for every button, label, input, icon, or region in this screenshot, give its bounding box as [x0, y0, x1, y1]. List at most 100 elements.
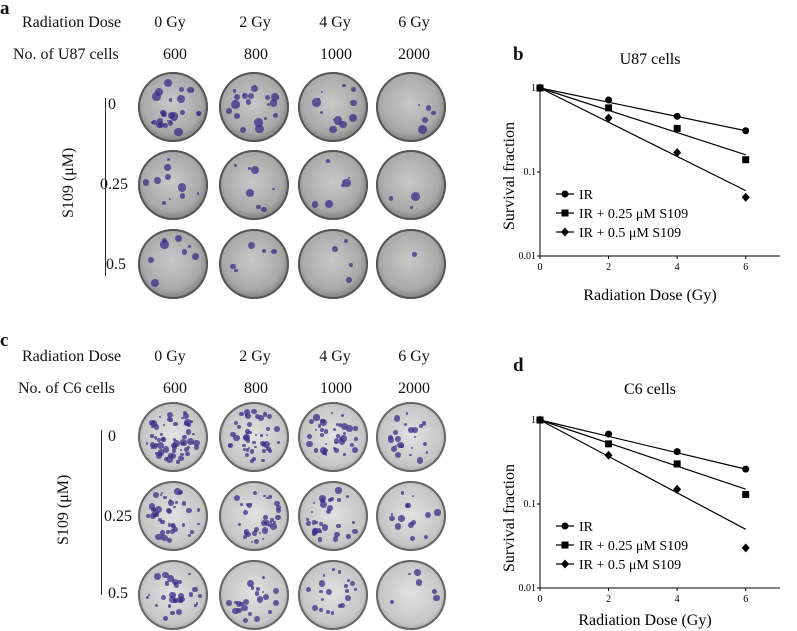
- colony-spot: [183, 410, 188, 416]
- culture-dish: [298, 229, 368, 299]
- colony-spot: [245, 502, 249, 506]
- colony-spot: [234, 112, 241, 119]
- legend-label: IR: [579, 188, 594, 203]
- colony-spot: [170, 528, 176, 534]
- colony-spot: [176, 596, 184, 603]
- colony-spot: [312, 501, 316, 505]
- data-point: [741, 543, 750, 553]
- data-point: [604, 113, 613, 123]
- colony-spot: [174, 488, 181, 495]
- colony-spot: [274, 500, 280, 507]
- colony-spot: [162, 571, 170, 579]
- colony-spot: [313, 448, 319, 453]
- colony-spot: [166, 538, 172, 544]
- colony-spot: [323, 429, 329, 434]
- colony-spot: [250, 458, 255, 464]
- colony-spot: [173, 439, 181, 447]
- x-tick-label: 2: [606, 262, 611, 273]
- colony-spot: [314, 429, 317, 432]
- panel-letter-c: c: [0, 330, 9, 351]
- data-point: [605, 440, 613, 448]
- colony-spot: [339, 436, 344, 441]
- colony-spot: [317, 537, 323, 542]
- colony-spot: [319, 427, 324, 432]
- colony-spot: [317, 97, 320, 100]
- fit-line: [539, 419, 746, 530]
- colony-spot: [252, 491, 257, 495]
- legend-label: IR + 0.5 μM S109: [579, 226, 681, 241]
- colony-spot: [145, 514, 151, 519]
- colony-spot: [159, 519, 165, 525]
- colony-spot: [331, 246, 338, 253]
- colony-spot: [241, 92, 248, 99]
- colony-spot: [154, 87, 163, 96]
- colony-spot: [248, 430, 253, 435]
- colony-spot: [433, 594, 440, 601]
- colony-spot: [180, 416, 184, 420]
- colony-spot: [147, 593, 151, 597]
- cell-count-header: No. of U87 cells: [13, 46, 119, 63]
- colony-spot: [249, 502, 252, 505]
- colony-spot: [157, 437, 162, 442]
- colony-spot: [342, 178, 351, 187]
- colony-spot: [268, 524, 271, 528]
- colony-spot: [170, 611, 175, 616]
- colony-spot: [337, 422, 342, 427]
- colony-spot: [423, 535, 428, 540]
- colony-spot: [195, 110, 201, 116]
- colony-spot: [197, 522, 200, 526]
- colony-spot: [263, 117, 267, 121]
- colony-spot: [349, 442, 355, 448]
- colony-spot: [276, 507, 281, 513]
- colony-spot: [318, 580, 326, 587]
- colony-spot: [234, 268, 238, 273]
- colony-spot: [173, 127, 183, 137]
- colony-spot: [413, 435, 416, 438]
- colony-spot: [350, 99, 357, 107]
- x-axis-label: Radiation Dose (Gy): [578, 612, 711, 629]
- culture-dish: [138, 402, 208, 472]
- fit-line: [539, 87, 746, 192]
- colony-spot: [173, 526, 179, 532]
- colony-spot: [163, 123, 169, 128]
- culture-dish: [219, 402, 289, 472]
- cell-count-label: 800: [244, 46, 268, 63]
- colony-spot: [250, 586, 255, 591]
- data-point: [673, 148, 682, 158]
- colony-spot: [330, 412, 334, 415]
- colony-spot: [276, 441, 280, 445]
- culture-dish: [219, 560, 289, 630]
- legend-marker: [561, 227, 569, 237]
- data-point: [742, 127, 750, 135]
- colony-spot: [346, 579, 350, 583]
- colony-spot: [263, 515, 268, 520]
- colony-spot: [397, 441, 404, 449]
- colony-spot: [181, 501, 187, 506]
- colony-spot: [325, 589, 332, 596]
- colony-spot: [426, 451, 429, 454]
- colony-spot: [319, 589, 323, 594]
- colony-spot: [417, 103, 420, 106]
- colony-spot: [391, 445, 398, 452]
- chart-title: C6 cells: [624, 381, 676, 398]
- colony-spot: [352, 521, 356, 525]
- x-tick-label: 4: [675, 594, 680, 605]
- colony-spot: [164, 164, 172, 172]
- colony-spot: [341, 83, 346, 88]
- colony-spot: [242, 443, 246, 448]
- culture-dish: [138, 72, 208, 142]
- colony-spot: [266, 496, 269, 500]
- s109-row-label: 0.25: [100, 176, 128, 193]
- colony-spot: [326, 158, 330, 163]
- colony-spot: [413, 569, 421, 576]
- colony-spot: [172, 445, 178, 451]
- colony-spot: [157, 121, 165, 129]
- colony-spot: [409, 453, 412, 456]
- colony-spot: [156, 117, 164, 125]
- colony-spot: [306, 440, 313, 447]
- colony-spot: [422, 441, 428, 447]
- colony-spot: [333, 438, 340, 444]
- colony-spot: [177, 94, 186, 103]
- culture-dish: [298, 150, 368, 220]
- cell-count-header: No. of C6 cells: [18, 380, 115, 397]
